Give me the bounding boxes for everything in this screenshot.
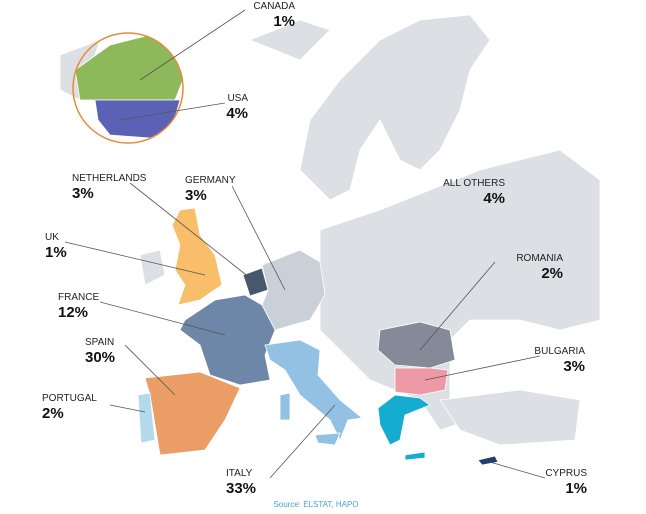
leader-line xyxy=(64,241,206,276)
region-share: 12% xyxy=(58,304,88,321)
region-name: FRANCE xyxy=(58,292,99,303)
country-shape xyxy=(179,294,276,386)
leader-line xyxy=(99,301,226,336)
country-shape xyxy=(394,367,449,396)
region-share: 3% xyxy=(185,187,207,204)
leader-line xyxy=(424,355,541,381)
region-name: CANADA xyxy=(253,1,295,12)
inset-circle xyxy=(72,32,184,144)
land-shapes xyxy=(59,14,601,466)
region-name: ALL OTHERS xyxy=(443,178,505,189)
region-name: ITALY xyxy=(226,468,253,479)
leader-line xyxy=(419,261,496,351)
country-shape xyxy=(319,149,601,431)
leader-line xyxy=(269,404,336,479)
leader-line xyxy=(119,102,226,121)
region-name: BULGARIA xyxy=(534,346,585,357)
region-name: PORTUGAL xyxy=(42,393,97,404)
region-name: ROMANIA xyxy=(516,253,563,264)
source: Source: ELSTAT, HAPO xyxy=(273,500,358,509)
region-share: 3% xyxy=(563,358,585,375)
region-share: 2% xyxy=(42,405,64,422)
country-shape xyxy=(377,321,456,369)
greece xyxy=(377,394,431,461)
leader-line xyxy=(109,404,146,413)
region-name: USA xyxy=(227,93,248,104)
region-share: 1% xyxy=(273,13,295,30)
country-shape xyxy=(139,249,166,286)
country-shape xyxy=(248,19,331,61)
country-shape xyxy=(264,339,363,441)
region-share: 33% xyxy=(226,480,256,497)
region-share: 1% xyxy=(45,244,67,261)
leader-line xyxy=(489,461,546,479)
leader-line xyxy=(231,185,286,291)
country-shape xyxy=(144,371,241,456)
country-shape xyxy=(439,389,581,446)
region-name: SPAIN xyxy=(85,337,114,348)
country-shape xyxy=(314,432,341,446)
country-shape xyxy=(299,14,491,201)
country-shape xyxy=(137,392,156,444)
region-share: 4% xyxy=(483,190,505,207)
leader-line xyxy=(129,182,251,279)
region-name: NETHERLANDS xyxy=(72,173,147,184)
region-name: UK xyxy=(45,232,59,243)
leader-line xyxy=(124,344,176,396)
region-name: GERMANY xyxy=(185,175,236,186)
region-share: 4% xyxy=(226,105,248,122)
region-share: 2% xyxy=(541,265,563,282)
region-name: CYPRUS xyxy=(545,468,587,479)
country-shape xyxy=(171,207,223,306)
country-shape xyxy=(261,249,326,331)
region-share: 3% xyxy=(72,185,94,202)
leader-line xyxy=(139,9,246,81)
country-shape xyxy=(94,99,181,139)
region-share: 1% xyxy=(565,480,587,497)
country-shape xyxy=(279,392,291,421)
region-share: 30% xyxy=(85,349,115,366)
